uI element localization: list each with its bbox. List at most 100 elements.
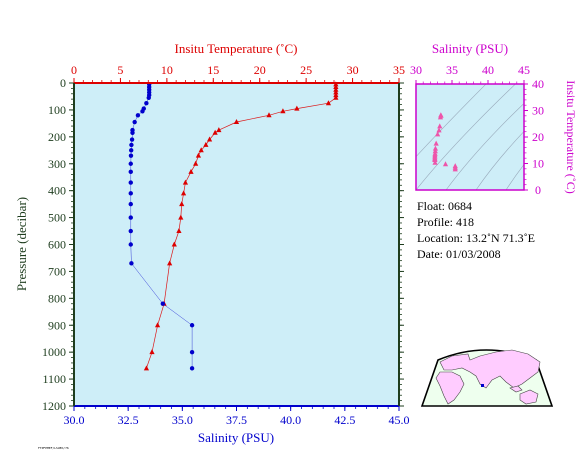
x-top-tick-label: 20 bbox=[254, 63, 266, 77]
temperature-point bbox=[203, 141, 209, 147]
temperature-point bbox=[180, 190, 187, 196]
profile-number: Profile: 418 bbox=[417, 215, 474, 229]
y-tick-label: 800 bbox=[48, 291, 66, 305]
inset-x-tick-label: 40 bbox=[482, 63, 494, 77]
temperature-point bbox=[195, 152, 202, 158]
location-map bbox=[420, 349, 554, 407]
inset-y-tick-label: 30 bbox=[532, 104, 544, 118]
y-tick-label: 0 bbox=[60, 76, 66, 90]
inset-point bbox=[432, 157, 438, 163]
salinity-point bbox=[128, 191, 133, 196]
map-land-seasia bbox=[509, 385, 523, 393]
temperature-point bbox=[178, 214, 184, 220]
temperature-point bbox=[171, 241, 177, 247]
inset-right-axis-title: Insitu Temperature (˚C) bbox=[564, 80, 578, 194]
inset-y-tick-label: 10 bbox=[532, 157, 544, 171]
inset-x-tick-label: 30 bbox=[410, 63, 422, 77]
y-tick-label: 600 bbox=[48, 238, 66, 252]
x-top-tick-label: 0 bbox=[71, 63, 77, 77]
inset-point bbox=[432, 145, 439, 151]
inset-point bbox=[435, 131, 441, 137]
x-top-tick-label: 15 bbox=[207, 63, 219, 77]
x-top-tick-label: 5 bbox=[117, 63, 123, 77]
inset-point bbox=[437, 123, 443, 129]
x-top-tick-label: 10 bbox=[161, 63, 173, 77]
salinity-point bbox=[128, 180, 133, 185]
salinity-point bbox=[128, 153, 134, 158]
temperature-point bbox=[193, 160, 199, 166]
y-tick-label: 200 bbox=[48, 130, 66, 144]
x-bottom-tick-label: 35.0 bbox=[172, 413, 193, 427]
salinity-point bbox=[128, 228, 133, 234]
inset-x-tick-label: 45 bbox=[518, 63, 530, 77]
salinity-point bbox=[189, 323, 195, 328]
salinity-point bbox=[128, 169, 133, 175]
y-tick-label: 1100 bbox=[42, 372, 66, 386]
inset-x-tick-label: 35 bbox=[446, 63, 458, 77]
x-bottom-tick-label: 40.0 bbox=[280, 413, 301, 427]
density-contour bbox=[416, 84, 516, 190]
map-land-africa bbox=[435, 371, 465, 405]
main-series bbox=[128, 81, 339, 371]
temperature-point bbox=[182, 179, 189, 185]
float-location-marker bbox=[481, 384, 484, 387]
temperature-point bbox=[188, 168, 194, 174]
salinity-point bbox=[189, 366, 195, 371]
y-tick-label: 300 bbox=[48, 157, 66, 171]
inset-density-contours bbox=[416, 84, 524, 190]
date: Date: 01/03/2008 bbox=[417, 247, 501, 261]
inset-top-axis-title: Salinity (PSU) bbox=[432, 41, 508, 56]
salinity-point bbox=[140, 109, 145, 114]
x-bottom-tick-label: 30.0 bbox=[64, 413, 85, 427]
inset-point bbox=[437, 114, 444, 120]
temperature-point bbox=[333, 84, 339, 90]
temperature-point bbox=[233, 119, 240, 125]
temperature-point bbox=[333, 86, 339, 92]
salinity-point bbox=[129, 261, 134, 266]
salinity-point bbox=[132, 119, 137, 125]
temperature-point bbox=[198, 147, 204, 153]
bottom-axis-title: Salinity (PSU) bbox=[198, 430, 274, 445]
x-bottom-tick-label: 42.5 bbox=[334, 413, 355, 427]
x-bottom-tick-label: 45.0 bbox=[389, 413, 410, 427]
temperature-point bbox=[176, 228, 182, 234]
x-bottom-tick-label: 37.5 bbox=[226, 413, 247, 427]
salinity-point bbox=[144, 100, 149, 106]
temperature-point bbox=[149, 349, 155, 355]
density-contour bbox=[505, 164, 524, 190]
location: Location: 13.2˚N 71.3˚E bbox=[417, 231, 535, 245]
salinity-point bbox=[128, 161, 133, 166]
inset-plot-area bbox=[416, 84, 524, 190]
temperature-point bbox=[333, 94, 339, 100]
salinity-point bbox=[129, 148, 134, 153]
inset-point bbox=[433, 140, 439, 146]
inset-point bbox=[442, 161, 449, 167]
top-axis-title: Insitu Temperature (˚C) bbox=[174, 41, 297, 56]
y-tick-label: 500 bbox=[48, 211, 66, 225]
inset-point bbox=[432, 159, 438, 165]
temperature-point bbox=[333, 89, 339, 95]
inset-points bbox=[432, 112, 458, 172]
temperature-point bbox=[294, 105, 300, 111]
float-id: Float: 0684 bbox=[417, 199, 473, 213]
salinity-point bbox=[129, 142, 134, 148]
temperature-point bbox=[154, 322, 161, 328]
inset-y-tick-label: 20 bbox=[532, 130, 544, 144]
salinity-point bbox=[128, 242, 133, 247]
temperature-point bbox=[280, 108, 286, 114]
salinity-point bbox=[128, 215, 133, 220]
y-tick-label: 900 bbox=[48, 318, 66, 332]
y-tick-label: 1200 bbox=[42, 399, 66, 413]
salinity-point bbox=[146, 95, 151, 101]
temperature-point bbox=[167, 260, 173, 266]
x-top-tick-label: 30 bbox=[347, 63, 359, 77]
temperature-point bbox=[179, 201, 185, 207]
main-axes: 0100200300400500600700800900100011001200… bbox=[42, 63, 410, 427]
inset-point bbox=[436, 127, 442, 133]
temperature-point bbox=[216, 127, 222, 133]
x-top-tick-label: 25 bbox=[300, 63, 312, 77]
salinity-point bbox=[128, 201, 133, 207]
main-plot-area bbox=[74, 83, 399, 406]
footer-text: FTPFPMEF/LSUEO/76 bbox=[38, 446, 69, 450]
